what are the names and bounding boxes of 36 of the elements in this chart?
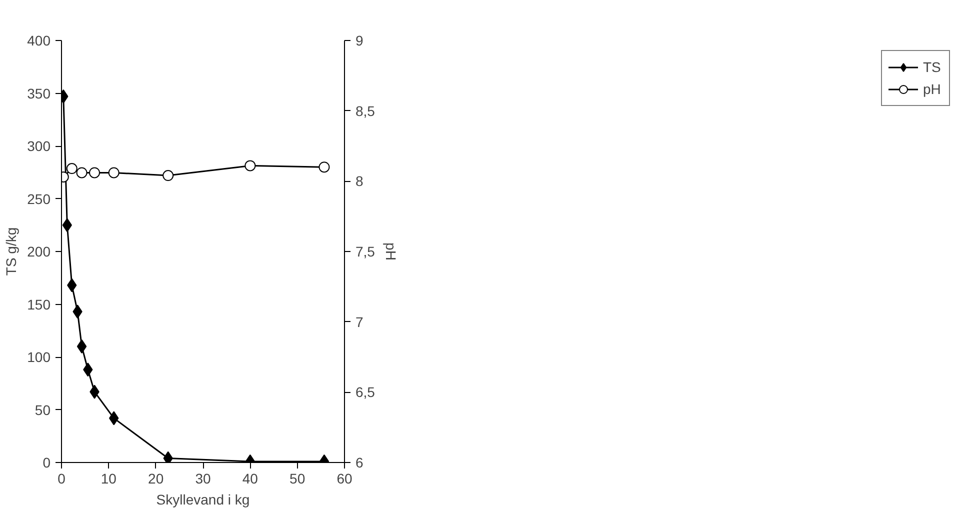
y2-tick-label: 8,5 xyxy=(356,102,376,119)
y2-tick-label: 9 xyxy=(356,32,364,48)
y2-tick-label: 6,5 xyxy=(356,384,376,400)
x-tick-label: 10 xyxy=(100,470,117,486)
y-tick-label: 400 xyxy=(27,32,51,48)
x-tick-label: 20 xyxy=(148,470,164,486)
y-tick-label: 150 xyxy=(27,296,51,312)
y-tick-label: 100 xyxy=(27,349,51,365)
y-axis-title: TS g/kg xyxy=(3,227,20,276)
y-tick-label: 0 xyxy=(42,454,51,470)
legend-label: pH xyxy=(923,81,942,97)
x-tick-label: 40 xyxy=(242,470,258,486)
y2-tick-label: 8 xyxy=(356,173,364,190)
y2-tick-label: 6 xyxy=(356,454,364,470)
point xyxy=(108,167,120,178)
y-tick-label: 200 xyxy=(27,244,51,260)
y2-tick-label: 7 xyxy=(356,314,364,330)
y2-axis-title: pH xyxy=(382,242,399,260)
y-tick-label: 300 xyxy=(27,138,51,154)
legend-label: TS xyxy=(923,59,942,75)
x-tick-label: 30 xyxy=(195,470,211,486)
x-tick-label: 60 xyxy=(336,470,352,486)
point xyxy=(89,167,100,178)
point xyxy=(66,163,78,174)
point xyxy=(76,339,87,354)
y-tick-label: 350 xyxy=(27,85,51,102)
point xyxy=(162,170,174,182)
point xyxy=(244,160,256,172)
x-axis-title: Skyllevand i kg xyxy=(156,492,250,508)
x-tick-label: 0 xyxy=(58,470,66,486)
point xyxy=(318,162,330,173)
y-tick-label: 50 xyxy=(34,402,51,418)
y2-tick-label: 7,5 xyxy=(356,244,376,260)
point xyxy=(76,167,88,178)
y-tick-label: 250 xyxy=(27,190,51,207)
x-tick-label: 50 xyxy=(290,470,306,486)
